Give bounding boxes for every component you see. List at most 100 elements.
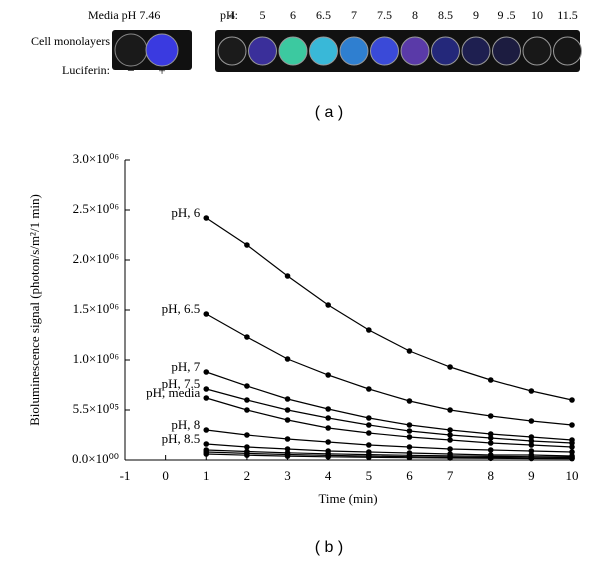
data-point — [447, 437, 453, 443]
data-point — [569, 449, 575, 455]
y-tick-label: 2.5×10⁰⁶ — [73, 201, 119, 216]
ph-value: 10 — [531, 8, 543, 22]
data-point — [244, 242, 250, 248]
y-tick-label: 1.5×10⁰⁶ — [73, 301, 119, 316]
luciferin-plus: + — [158, 63, 165, 78]
y-tick-label: 3.0×10⁰⁶ — [73, 151, 119, 166]
data-point — [406, 434, 413, 440]
data-point — [528, 455, 535, 462]
data-point — [244, 397, 250, 403]
data-point — [203, 427, 210, 433]
well — [553, 36, 582, 66]
ph-value: 7 — [351, 8, 357, 22]
data-point — [487, 377, 494, 383]
data-point — [203, 386, 210, 392]
series-label: pH, 7 — [171, 359, 200, 374]
data-point — [284, 436, 291, 442]
data-point — [284, 407, 291, 413]
well — [145, 33, 179, 67]
data-point — [406, 398, 413, 404]
caption: ( a ) — [315, 104, 343, 121]
data-point — [244, 444, 250, 450]
data-point — [406, 454, 413, 461]
data-point — [203, 369, 210, 375]
ph-value: 6 — [290, 8, 296, 22]
series-line — [206, 429, 573, 453]
series-label: pH, 6 — [171, 205, 200, 220]
data-point — [528, 442, 535, 448]
x-tick-label: 3 — [284, 468, 291, 483]
well — [114, 33, 148, 67]
data-point — [366, 430, 372, 436]
x-axis-label: Time (min) — [318, 491, 377, 506]
data-point — [487, 447, 494, 453]
data-point — [447, 455, 453, 461]
y-tick-label: 1.0×10⁰⁶ — [73, 351, 119, 366]
data-point — [487, 435, 494, 441]
data-point — [569, 440, 575, 446]
series-label: pH, 8 — [171, 417, 200, 432]
x-tick-label: 6 — [406, 468, 413, 483]
data-point — [569, 422, 575, 428]
well — [431, 36, 460, 66]
series-line — [206, 449, 573, 458]
data-point — [244, 432, 250, 438]
data-point — [325, 406, 331, 412]
well — [400, 36, 430, 66]
data-point — [244, 407, 250, 413]
data-point — [366, 442, 372, 448]
caption: ( b ) — [315, 539, 343, 556]
data-point — [528, 418, 535, 424]
x-tick-label: 2 — [244, 468, 251, 483]
data-point — [244, 452, 250, 459]
data-point — [569, 455, 575, 462]
data-point — [406, 444, 413, 450]
media-label: Media pH 7.46 — [88, 8, 160, 22]
data-point — [447, 446, 453, 452]
series-line — [206, 371, 573, 441]
luciferin-minus: − — [127, 63, 134, 78]
ph-value: 5 — [260, 8, 266, 22]
data-point — [406, 348, 413, 354]
series-line — [205, 217, 573, 401]
series-line — [205, 313, 573, 426]
data-point — [487, 455, 494, 462]
data-point — [203, 441, 210, 447]
data-point — [487, 413, 494, 419]
ph-value: 11.5 — [557, 8, 578, 22]
data-point — [203, 395, 210, 401]
data-point — [447, 427, 453, 433]
data-point — [366, 415, 372, 421]
well — [217, 36, 247, 66]
ph-value: 8 — [412, 8, 418, 22]
x-tick-label: 8 — [487, 468, 494, 483]
y-tick-label: 5.5×10⁰⁵ — [73, 401, 119, 416]
data-point — [366, 454, 372, 461]
x-tick-label: 7 — [447, 468, 454, 483]
data-point — [325, 439, 331, 445]
ph-value: 8.5 — [438, 8, 453, 22]
x-tick-label: 10 — [566, 468, 579, 483]
ph-value: 6.5 — [316, 8, 331, 22]
ph-value: 4 — [229, 8, 235, 22]
well — [492, 36, 521, 66]
x-tick-label: 5 — [366, 468, 373, 483]
y-tick-label: 0.0×10⁰⁰ — [72, 451, 119, 466]
series-line — [206, 443, 573, 457]
data-point — [528, 388, 535, 394]
data-point — [406, 428, 413, 434]
data-point — [487, 440, 494, 446]
data-point — [284, 417, 291, 423]
data-point — [447, 407, 453, 413]
data-point — [447, 432, 453, 438]
data-point — [203, 215, 210, 221]
ph-value: 9 — [473, 8, 479, 22]
data-point — [528, 434, 535, 440]
data-point — [325, 454, 331, 460]
well — [461, 36, 491, 66]
data-point — [366, 386, 372, 392]
luciferin-label: Luciferin: — [62, 63, 110, 77]
data-point — [447, 364, 453, 370]
data-point — [203, 451, 210, 457]
data-point — [284, 356, 291, 362]
